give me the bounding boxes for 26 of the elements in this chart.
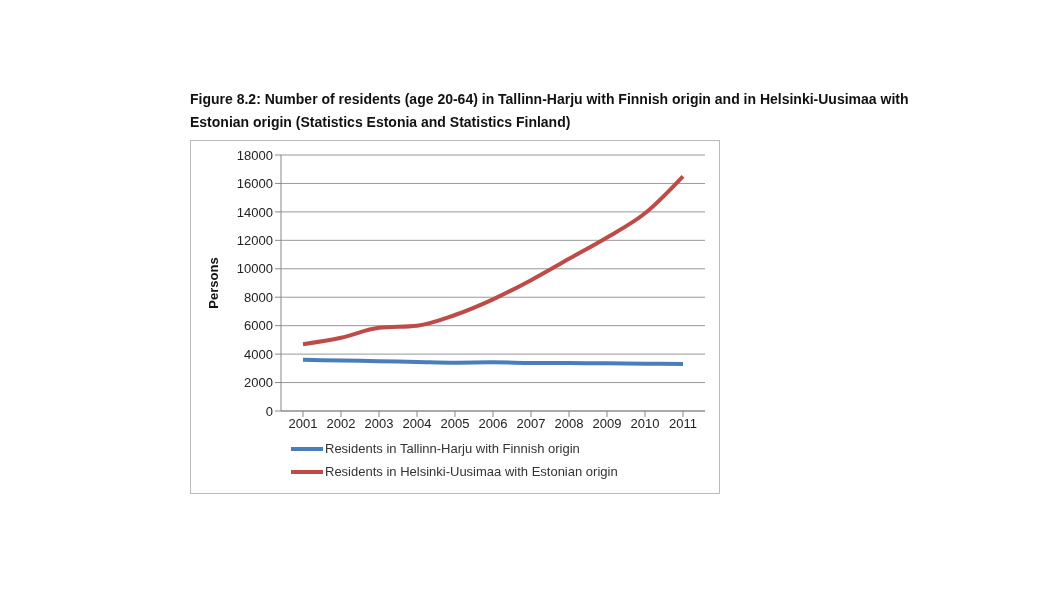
x-tick-label: 2009 [592,416,622,432]
x-tick-label: 2008 [554,416,584,432]
x-tick-label: 2006 [478,416,508,432]
y-tick-label: 10000 [236,261,273,277]
legend-label: Residents in Helsinki-Uusimaa with Estonian origin [325,464,618,479]
y-tick-label: 0 [265,403,273,419]
x-tick-label: 2005 [440,416,470,432]
x-tick-label: 2004 [402,416,432,432]
y-tick-label: 14000 [236,204,273,220]
x-tick-label: 2001 [288,416,318,432]
x-tick-label: 2010 [630,416,660,432]
y-tick-label: 18000 [236,147,273,163]
x-tick-label: 2007 [516,416,546,432]
y-tick-label: 2000 [244,375,273,391]
y-axis-title: Persons [205,257,221,309]
x-tick-label: 2011 [669,416,697,432]
y-tick-label: 8000 [244,289,273,305]
y-tick-label: 4000 [244,346,273,362]
y-tick-label: 16000 [236,176,273,192]
legend-label: Residents in Tallinn-Harju with Finnish origin [325,441,580,456]
line-series [301,174,685,347]
x-tick-label: 2003 [364,416,394,432]
y-tick-label: 6000 [244,318,273,334]
x-tick-label: 2002 [326,416,356,432]
y-tick-label: 12000 [236,232,273,248]
chart-title: Figure 8.2: Number of residents (age 20-64) in Tallinn-Harju with Finnish origin and in Helsinki-Uusimaa with Estonian origin (Statistics Estonia and Statistics Finland) [190,90,910,132]
